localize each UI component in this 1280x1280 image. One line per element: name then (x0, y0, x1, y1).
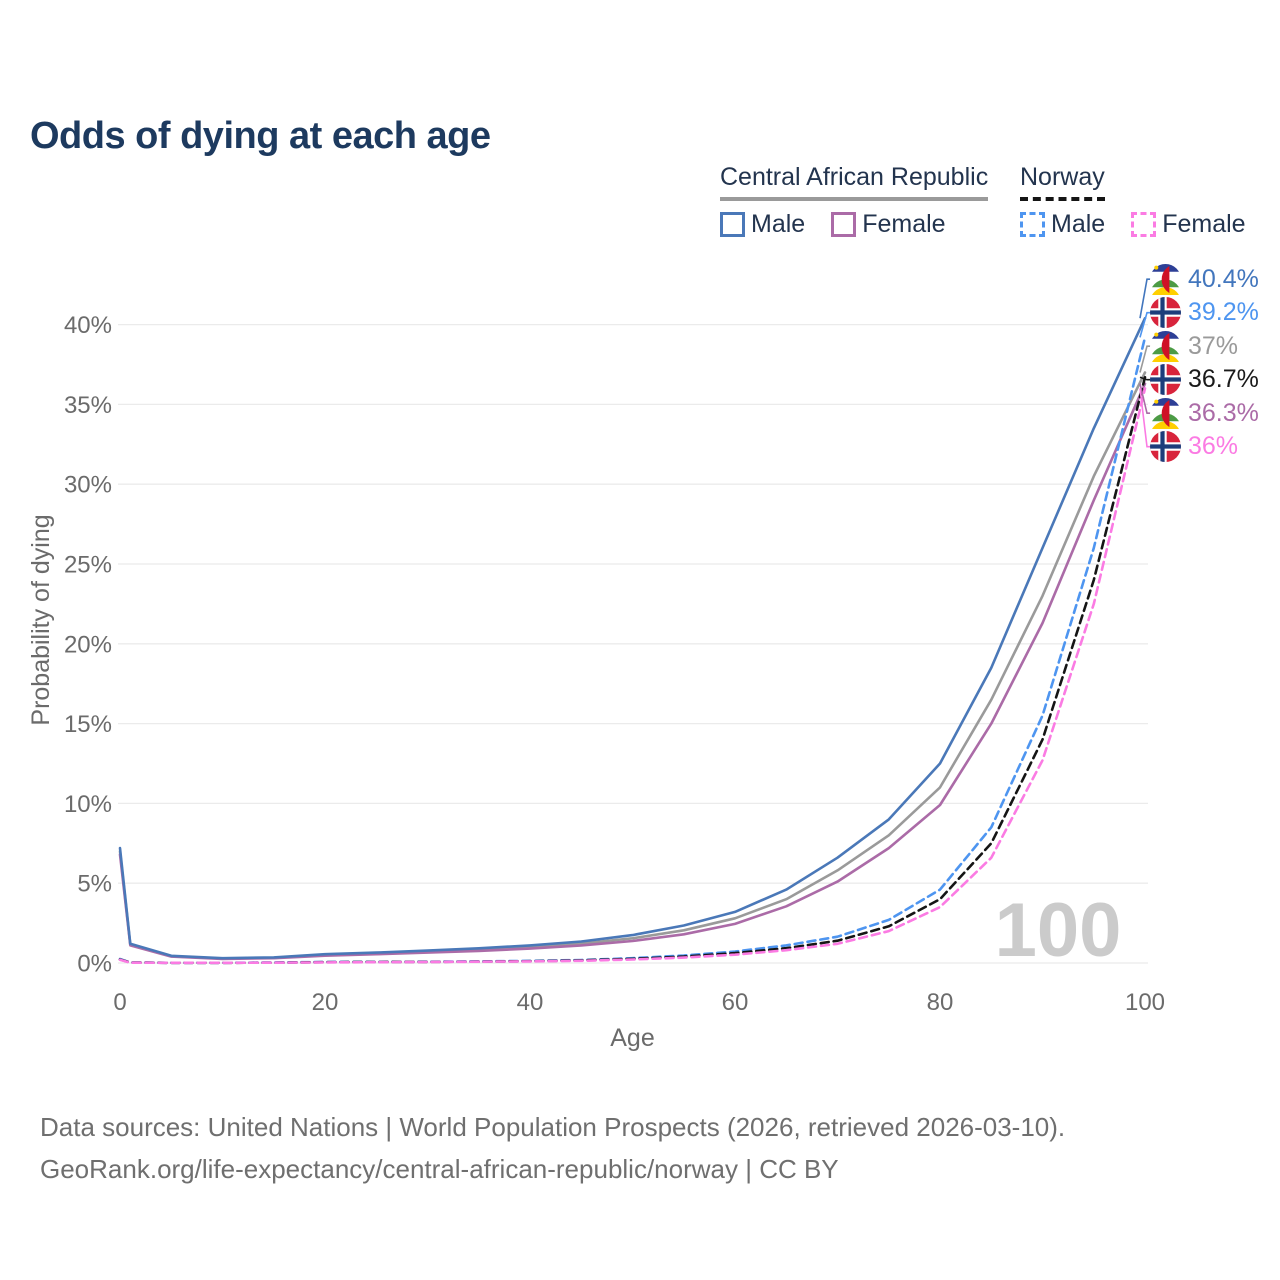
series-line (118, 375, 1147, 965)
end-label: 39.2% (1150, 297, 1259, 329)
age-watermark: 100 (995, 888, 1122, 973)
y-tick-label: 30% (64, 472, 112, 499)
series-line (118, 336, 1147, 965)
label-connector (1139, 278, 1157, 319)
y-axis-title: Probability of dying (27, 514, 55, 725)
end-label: 36.3% (1150, 397, 1259, 429)
series-line (118, 387, 1147, 965)
end-label-value: 36.3% (1188, 398, 1259, 427)
legend-item-label: Male (1051, 210, 1106, 238)
central-african-republic-flag-icon (1150, 330, 1181, 362)
data-sources-text: Data sources: United Nations | World Pop… (40, 1112, 1066, 1142)
label-connector (1139, 311, 1157, 338)
y-tick-label: 20% (64, 631, 112, 658)
y-tick-label: 40% (64, 312, 112, 339)
norway-female-swatch-icon (1131, 212, 1157, 237)
end-label-value: 40.4% (1188, 264, 1259, 293)
legend-item-label: Female (862, 210, 946, 238)
legend-item-car-female[interactable]: Female (831, 210, 946, 239)
source-url-text[interactable]: GeoRank.org/life-expectancy/central-afri… (40, 1154, 839, 1184)
legend-country-central-african-republic[interactable]: Central African Republic (720, 163, 989, 201)
end-label-value: 36% (1188, 432, 1239, 461)
label-connector (1139, 345, 1157, 373)
series-line (118, 382, 1147, 961)
central-african-republic-flag-icon (1150, 397, 1181, 429)
label-connector (1139, 376, 1157, 381)
y-tick-label: 15% (64, 711, 112, 738)
legend-item-norway-male[interactable]: Male (1020, 210, 1105, 239)
x-tick-label: 80 (927, 989, 954, 1016)
legend-item-car-male[interactable]: Male (720, 210, 805, 239)
end-label: 36.7% (1150, 364, 1259, 396)
x-tick-label: 40 (517, 989, 544, 1016)
x-tick-label: 0 (113, 989, 126, 1016)
x-tick-label: 20 (312, 989, 339, 1016)
end-label: 36% (1150, 431, 1239, 463)
y-tick-label: 35% (64, 392, 112, 419)
y-tick-label: 0% (77, 951, 112, 978)
legend-item-label: Male (751, 210, 806, 238)
end-label-value: 36.7% (1188, 365, 1259, 394)
legend-country-norway[interactable]: Norway (1020, 163, 1105, 201)
page-title: Odds of dying at each age (30, 115, 491, 158)
y-tick-label: 25% (64, 552, 112, 579)
car-male-swatch-icon (720, 212, 745, 237)
legend-group-central-african-republic: Central African Republic Male Female (720, 163, 989, 239)
legend-group-norway: Norway Male Female (1020, 163, 1246, 239)
x-axis-title: Age (610, 1024, 654, 1052)
label-connector (1139, 388, 1157, 448)
car-female-swatch-icon (831, 212, 857, 237)
norway-male-swatch-icon (1020, 212, 1045, 237)
end-label: 40.4% (1150, 263, 1259, 295)
series-line (118, 371, 1147, 960)
central-african-republic-flag-icon (1150, 263, 1181, 295)
x-tick-label: 60 (722, 989, 749, 1016)
legend-item-norway-female[interactable]: Female (1131, 210, 1246, 239)
y-tick-label: 10% (64, 791, 112, 818)
end-label-value: 39.2% (1188, 298, 1259, 327)
label-connector (1139, 383, 1157, 414)
legend-item-label: Female (1162, 210, 1246, 238)
end-label: 37% (1150, 330, 1239, 362)
end-label-value: 37% (1188, 331, 1239, 360)
y-tick-label: 5% (77, 871, 112, 898)
footer: Data sources: United Nations | World Pop… (40, 1106, 1065, 1190)
norway-flag-icon (1150, 297, 1181, 329)
x-tick-label: 100 (1125, 989, 1165, 1016)
series-line (118, 316, 1147, 960)
norway-flag-icon (1150, 431, 1181, 463)
norway-flag-icon (1150, 364, 1181, 396)
